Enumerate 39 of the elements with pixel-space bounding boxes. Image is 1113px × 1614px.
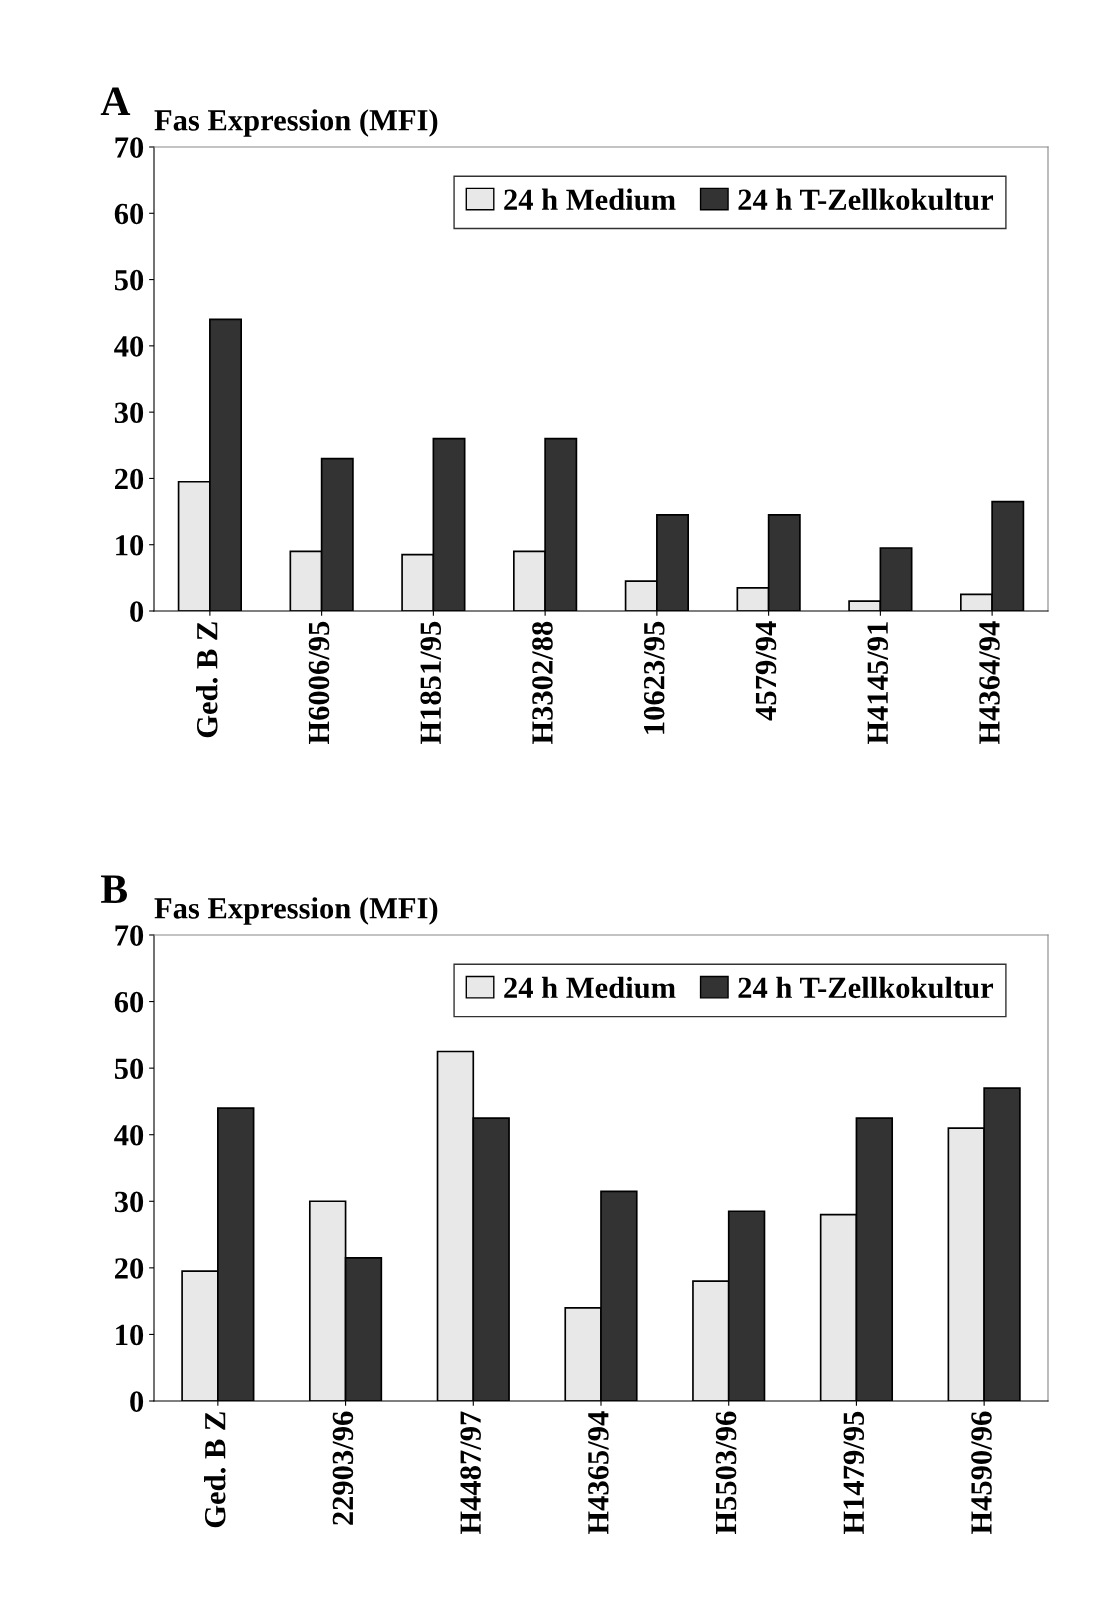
x-tick-label: H4590/96: [971, 1411, 992, 1535]
chart-title: Fas Expression (MFI): [154, 109, 438, 137]
y-tick-label: 30: [114, 1191, 144, 1213]
y-tick-label: 30: [114, 402, 144, 424]
x-tick-label: H6006/95: [308, 621, 330, 745]
x-tick-label: 4579/94: [755, 621, 777, 721]
y-tick-label: 40: [114, 1125, 144, 1146]
x-tick-label: H4365/94: [588, 1411, 609, 1535]
x-tick-label: H4145/91: [867, 622, 889, 745]
x-tick-label: 22903/96: [332, 1411, 354, 1525]
legend-label: 24 h Medium: [504, 976, 676, 999]
y-tick-label: 0: [130, 601, 144, 622]
y-tick-label: 10: [116, 535, 144, 556]
y-tick-label: 40: [114, 336, 144, 357]
x-tick-label: Ged. B Z: [204, 1412, 226, 1528]
x-tick-label: H5503/96: [715, 1411, 737, 1535]
y-tick-label: 50: [114, 1058, 144, 1080]
y-tick-label: 60: [114, 203, 144, 225]
y-tick-label: 70: [115, 137, 144, 158]
legend-label: 24 h T-Zellkokultur: [738, 976, 994, 999]
x-tick-label: H4487/97: [460, 1411, 481, 1535]
chart-title: Fas Expression (MFI): [154, 897, 438, 925]
x-tick-label: 10623/95: [643, 621, 665, 734]
y-tick-label: 20: [115, 1258, 144, 1279]
y-tick-label: 60: [114, 991, 144, 1013]
text: B: [101, 875, 127, 903]
x-tick-label: H1851/95: [420, 621, 442, 745]
legend-label: 24 h Medium: [504, 188, 676, 211]
y-tick-label: 50: [114, 269, 144, 291]
y-tick-label: 20: [115, 468, 144, 490]
x-tick-label: Ged. B Z: [196, 622, 218, 738]
y-tick-label: 10: [116, 1324, 144, 1346]
x-tick-label: H4364/94: [979, 621, 1000, 745]
x-tick-label: H1479/95: [843, 1411, 865, 1535]
text: A: [100, 87, 131, 115]
x-tick-label: H3302/88: [532, 621, 553, 745]
y-tick-label: 70: [115, 925, 144, 946]
y-tick-label: 0: [130, 1391, 144, 1412]
legend-label: 24 h T-Zellkokultur: [738, 188, 994, 211]
